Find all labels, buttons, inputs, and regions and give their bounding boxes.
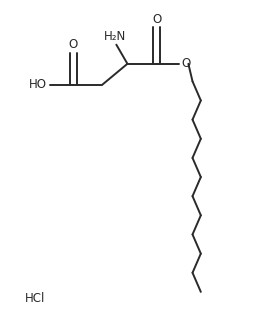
Text: HCl: HCl (25, 292, 45, 305)
Text: O: O (181, 57, 191, 70)
Text: O: O (69, 38, 78, 51)
Text: O: O (152, 12, 161, 26)
Text: H₂N: H₂N (104, 30, 126, 43)
Text: HO: HO (29, 78, 47, 91)
